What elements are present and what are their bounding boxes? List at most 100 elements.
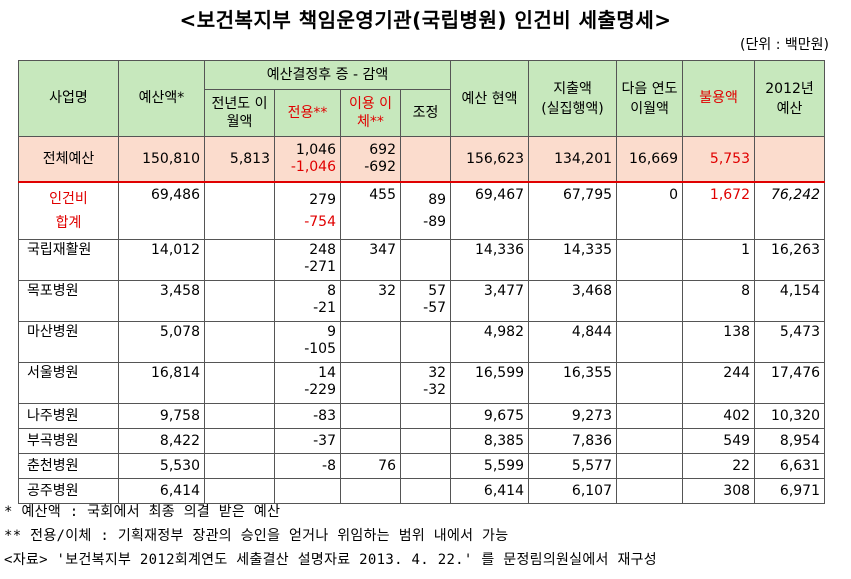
cell-current: 3,477 (450, 280, 530, 322)
cell-carry-prev (204, 453, 275, 479)
header-carry-next: 다음 연도 이월액 (616, 60, 684, 137)
cell-transfer-a: 1,046 (295, 142, 336, 158)
table-row: 마산병원 5,078 9 -105 4,982 4,844 138 5,473 (18, 321, 826, 363)
hospital-rows: 국립재활원 14,012 248 -271 347 14,336 14,335 1 16,263… (18, 239, 826, 504)
cell-carry-next (616, 321, 684, 363)
cell-budget: 6,414 (118, 478, 205, 504)
cell-transfer-b: -105 (304, 341, 336, 357)
cell-budget2012: 4,154 (754, 280, 826, 322)
cell-carry-next (616, 280, 684, 322)
cell-transfer-b: -21 (313, 300, 336, 316)
table-row: 나주병원 9,758 -83 9,675 9,273 402 10,320 (18, 403, 826, 429)
cell-expense: 4,844 (528, 321, 618, 363)
footnote-2: ** 전용/이체 : 기획재정부 장관의 승인을 얻거나 위임하는 범위 내에서… (4, 528, 509, 544)
cell-realloc: 455 (340, 181, 401, 240)
cell-budget2012: 6,971 (754, 478, 826, 504)
table-row: 공주병원 6,414 6,414 6,107 308 6,971 (18, 478, 826, 504)
cell-transfer: -8 (274, 453, 341, 479)
cell-carry-prev (204, 428, 275, 454)
cell-unused: 5,753 (682, 136, 756, 183)
cell-unused: 402 (682, 403, 756, 429)
cell-transfer-a: 279 (309, 192, 336, 208)
cell-unused: 138 (682, 321, 756, 363)
cell-realloc: 692 -692 (340, 136, 401, 183)
cell-adjust-b: -57 (423, 300, 447, 316)
footnote-source: <자료> '보건복지부 2012회계연도 세출결산 설명자료 2013. 4. … (4, 552, 657, 568)
cell-carry-prev (204, 403, 275, 429)
cell-current: 5,599 (450, 453, 530, 479)
cell-carry-prev: 5,813 (204, 136, 275, 183)
cell-transfer-a: -8 (322, 457, 336, 474)
page-title: <보건복지부 책임운영기관(국립병원) 인건비 세출명세> (179, 8, 672, 32)
cell-unused: 308 (682, 478, 756, 504)
cell-transfer: 279 -754 (274, 181, 341, 240)
cell-transfer-b: -754 (304, 214, 336, 230)
cell-realloc: 347 (340, 239, 401, 281)
cell-realloc: 32 (340, 280, 401, 322)
cell-transfer: -37 (274, 428, 341, 454)
header-carry-prev: 전년도 이월액 (204, 89, 275, 137)
cell-budget2012: 6,631 (754, 453, 826, 479)
row-name: 국립재활원 (18, 239, 119, 281)
cell-realloc-a: 76 (378, 457, 396, 474)
cell-transfer: 14 -229 (274, 362, 341, 404)
cell-expense: 6,107 (528, 478, 618, 504)
cell-transfer: 1,046 -1,046 (274, 136, 341, 183)
cell-budget2012 (754, 136, 826, 183)
budget-table: 사업명 예산액* 예산결정후 증 - 감액 예산 현액 지출액 (실집행액) 다… (18, 60, 826, 504)
cell-carry-prev (204, 362, 275, 404)
row-name: 부곡병원 (18, 428, 119, 454)
cell-realloc (340, 403, 401, 429)
row-name: 전체예산 (18, 136, 119, 183)
cell-unused: 244 (682, 362, 756, 404)
cell-budget2012: 8,954 (754, 428, 826, 454)
cell-expense: 14,335 (528, 239, 618, 281)
cell-transfer-a: 9 (327, 324, 336, 340)
cell-carry-next: 0 (616, 181, 684, 240)
table-row: 춘천병원 5,530 -8 76 5,599 5,577 22 6,631 (18, 453, 826, 479)
cell-realloc-b: -692 (364, 159, 396, 175)
cell-adjust (399, 403, 452, 429)
cell-realloc (340, 428, 401, 454)
cell-expense: 9,273 (528, 403, 618, 429)
cell-expense: 134,201 (528, 136, 618, 183)
cell-realloc-a: 32 (378, 283, 396, 299)
cell-current: 156,623 (450, 136, 530, 183)
cell-transfer-a: 8 (327, 283, 336, 299)
cell-budget2012: 10,320 (754, 403, 826, 429)
cell-carry-next (616, 478, 684, 504)
row-name: 마산병원 (18, 321, 119, 363)
cell-unused: 22 (682, 453, 756, 479)
cell-budget: 5,078 (118, 321, 205, 363)
cell-expense: 7,836 (528, 428, 618, 454)
cell-adjust-a: 57 (428, 283, 447, 299)
cell-transfer-a: 14 (318, 365, 336, 381)
header-biz: 사업명 (18, 60, 119, 137)
cell-transfer-b: -229 (304, 382, 336, 398)
cell-realloc (340, 362, 401, 404)
cell-carry-prev (204, 321, 275, 363)
header-expense-b: (실집행액) (541, 100, 604, 117)
cell-unused: 1 (682, 239, 756, 281)
table-row: 서울병원 16,814 14 -229 32 -32 16,599 16,355 244 17,4… (18, 362, 826, 404)
cell-realloc-a: 347 (369, 242, 396, 258)
cell-adjust-a: 32 (428, 365, 447, 381)
header-budget2012: 2012년 예산 (754, 60, 826, 137)
row-name-b: 합계 (55, 215, 82, 231)
cell-transfer-b: -271 (304, 259, 336, 275)
cell-budget: 5,530 (118, 453, 205, 479)
cell-adjust-b: -32 (423, 382, 447, 398)
cell-carry-next (616, 362, 684, 404)
footnotes: * 예산액 : 국회에서 최종 의결 받은 예산 ** 전용/이체 : 기획재정… (4, 500, 657, 572)
cell-transfer: 248 -271 (274, 239, 341, 281)
cell-transfer (274, 478, 341, 504)
cell-adjust (399, 136, 452, 183)
cell-budget2012: 5,473 (754, 321, 826, 363)
row-name: 인건비 합계 (18, 181, 119, 240)
cell-carry-prev (204, 181, 275, 240)
cell-current: 16,599 (450, 362, 530, 404)
row-name: 공주병원 (18, 478, 119, 504)
cell-carry-next (616, 453, 684, 479)
cell-adjust (399, 478, 452, 504)
row-name-a: 인건비 (49, 191, 88, 207)
